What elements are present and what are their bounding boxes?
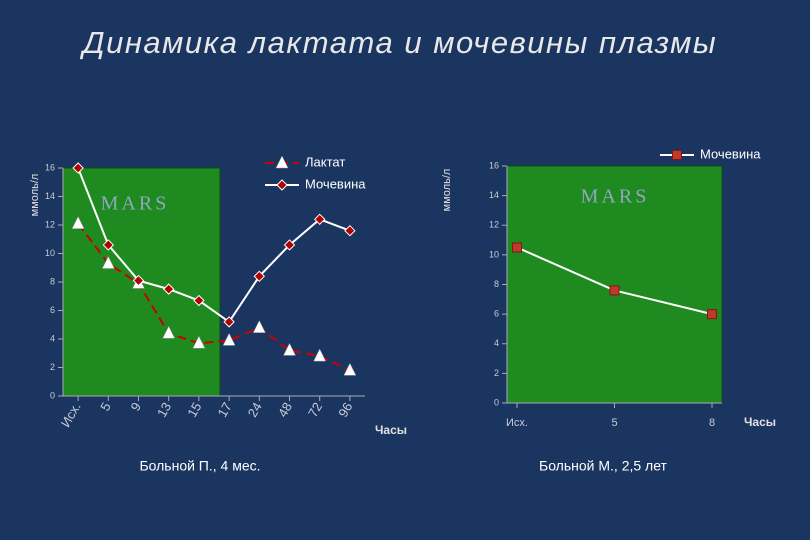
y-tick-label: 2: [50, 362, 55, 372]
x-tick-label: Исх.: [506, 417, 528, 429]
y-tick-label: 16: [489, 160, 499, 170]
y-tick-label: 6: [494, 309, 499, 319]
slide-title: Динамика лактата и мочевины плазмы: [80, 25, 717, 60]
x-tick-label: 72: [305, 400, 325, 420]
legend-label: Лактат: [305, 154, 345, 169]
y-tick-label: 0: [494, 397, 499, 407]
x-tick-label: 15: [184, 400, 204, 420]
y-axis-label: ммоль/л: [29, 174, 41, 217]
marker: [344, 224, 356, 237]
y-tick-label: 16: [45, 162, 55, 172]
marker: [193, 294, 205, 307]
y-tick-label: 10: [489, 249, 499, 259]
y-tick-label: 10: [45, 248, 55, 258]
y-tick-label: 2: [494, 368, 499, 378]
x-tick-label: 96: [335, 400, 355, 420]
mars-region: [506, 165, 723, 404]
marker: [222, 332, 236, 346]
y-axis-label: ммоль/л: [441, 169, 453, 212]
y-tick-label: 4: [50, 333, 55, 343]
marker: [72, 162, 84, 174]
y-tick-label: 14: [45, 191, 55, 201]
x-tick-label: Исх.: [58, 400, 84, 430]
marker: [512, 242, 522, 253]
marker: [223, 316, 235, 328]
x-tick-label: 8: [709, 417, 715, 429]
series-line: [77, 167, 351, 324]
y-tick-label: 12: [45, 219, 55, 229]
x-tick-label: 5: [611, 417, 617, 429]
x-tick-label: 13: [154, 400, 174, 420]
legend-marker: [672, 150, 682, 160]
x-tick-label: 24: [245, 400, 265, 420]
y-tick-label: 12: [489, 220, 499, 230]
x-tick-label: 17: [214, 400, 234, 420]
y-tick-label: 0: [50, 390, 55, 400]
marker: [101, 255, 115, 269]
x-tick-label: 48: [275, 400, 295, 420]
marker: [313, 213, 326, 226]
x-tick-label: 5: [97, 400, 114, 414]
marker: [253, 270, 266, 283]
marker: [192, 335, 206, 349]
marker: [283, 342, 296, 356]
marker: [252, 320, 266, 333]
marker: [313, 348, 327, 362]
marker: [343, 362, 357, 376]
y-tick-label: 6: [50, 305, 55, 315]
caption: Больной П., 4 мес.: [139, 458, 260, 474]
x-tick-label: 9: [127, 400, 144, 414]
legend-marker: [275, 155, 289, 169]
y-tick-label: 8: [50, 276, 55, 286]
marker: [71, 216, 85, 229]
marker: [162, 283, 175, 295]
legend-label: Мочевина: [305, 176, 366, 191]
x-axis-label: Часы: [375, 423, 407, 437]
marker: [132, 274, 145, 287]
y-tick-label: 14: [489, 190, 499, 200]
caption: Больной М., 2,5 лет: [539, 458, 668, 474]
y-tick-label: 4: [494, 338, 499, 348]
marker: [707, 309, 717, 320]
annotation: MARS: [581, 186, 650, 208]
marker: [102, 239, 115, 251]
x-axis-label: Часы: [744, 415, 776, 429]
legend-marker: [276, 179, 288, 191]
marker: [162, 325, 176, 339]
marker: [609, 285, 620, 296]
annotation: MARS: [101, 193, 170, 215]
marker: [283, 239, 296, 251]
y-tick-label: 8: [494, 279, 499, 289]
legend-label: Мочевина: [700, 146, 761, 161]
